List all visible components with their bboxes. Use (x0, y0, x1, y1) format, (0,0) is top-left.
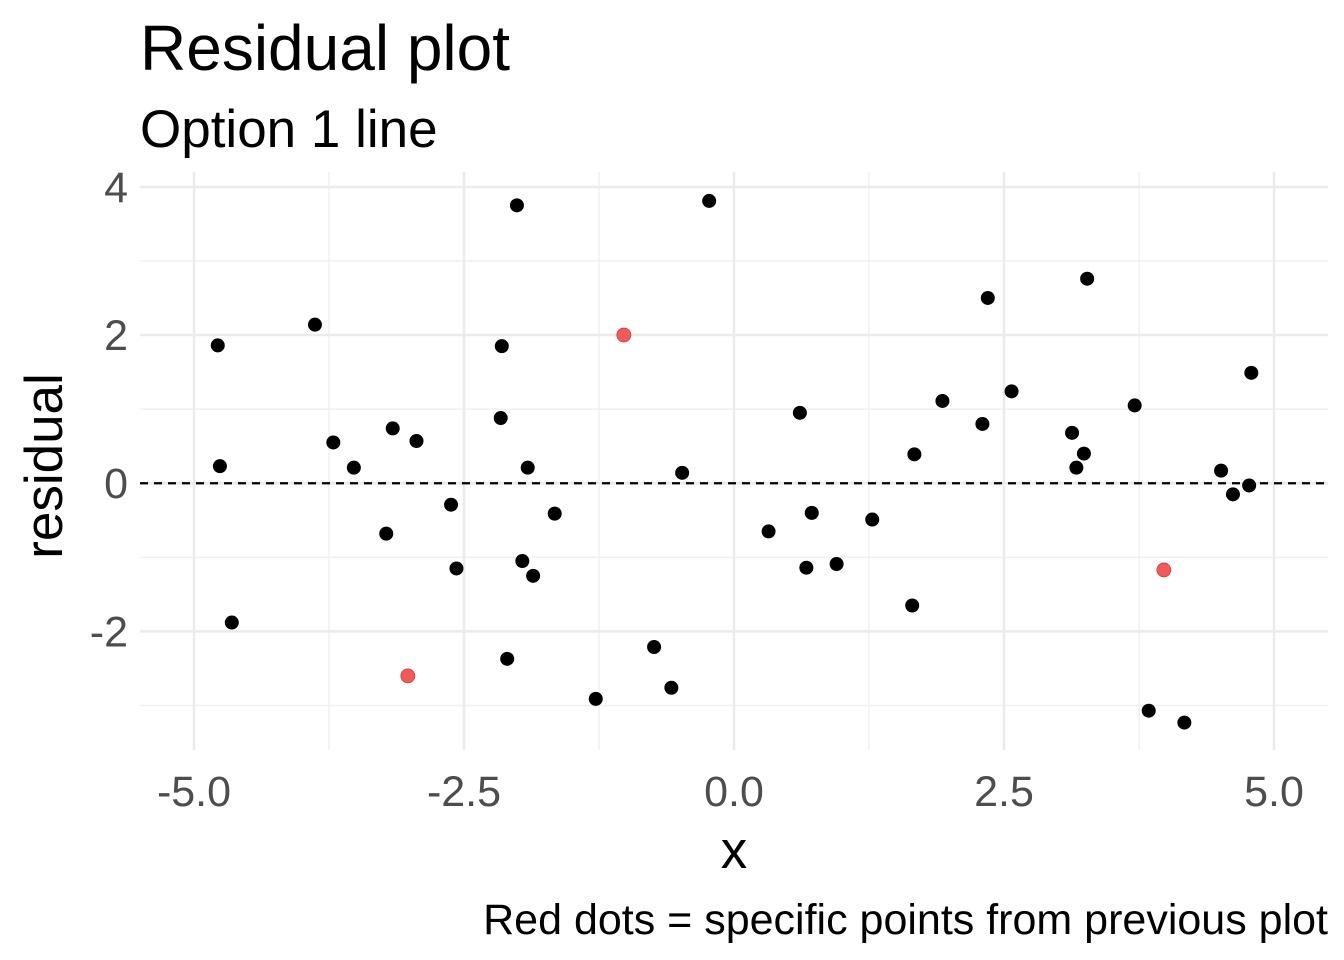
data-point (1244, 365, 1259, 380)
data-point (449, 561, 464, 576)
x-tick-label: 2.5 (974, 768, 1034, 816)
data-point (307, 317, 322, 332)
x-axis-title: x (721, 821, 748, 880)
data-point (326, 435, 341, 450)
data-point (975, 416, 990, 431)
highlighted-point (1156, 562, 1172, 578)
data-point (664, 680, 679, 695)
chart-subtitle: Option 1 line (140, 100, 438, 159)
data-point (1242, 478, 1257, 493)
y-tick-label: 0 (104, 460, 128, 508)
data-point (1065, 425, 1080, 440)
data-point (526, 568, 541, 583)
data-point (1076, 446, 1091, 461)
data-point (702, 193, 717, 208)
data-point (1214, 463, 1229, 478)
data-point (210, 338, 225, 353)
data-point (647, 639, 662, 654)
x-tick-label: 0.0 (704, 768, 764, 816)
data-point (444, 497, 459, 512)
data-point (761, 524, 776, 539)
data-point (792, 405, 807, 420)
data-point (935, 393, 950, 408)
data-point (588, 691, 603, 706)
data-point (907, 447, 922, 462)
chart-caption: Red dots = specific points from previous… (483, 896, 1328, 944)
data-point (1080, 271, 1095, 286)
data-point (1004, 384, 1019, 399)
data-points (210, 193, 1259, 730)
data-point (385, 421, 400, 436)
y-tick-label: -2 (90, 608, 128, 656)
chart-title: Residual plot (140, 12, 510, 84)
data-point (212, 459, 227, 474)
data-point (865, 512, 880, 527)
highlighted-point (400, 668, 416, 684)
data-point (799, 560, 814, 575)
data-point (494, 339, 509, 354)
data-point (520, 460, 535, 475)
y-tick-label: 4 (104, 164, 128, 212)
y-axis-ticks: -2 0 2 4 (90, 164, 128, 657)
data-point (1177, 715, 1192, 730)
data-point (515, 554, 530, 569)
data-point (1225, 487, 1240, 502)
data-point (379, 526, 394, 541)
x-tick-label: -2.5 (427, 768, 501, 816)
data-point (980, 290, 995, 305)
data-point (224, 615, 239, 630)
data-point (1069, 460, 1084, 475)
data-point (829, 557, 844, 572)
data-point (409, 433, 424, 448)
data-point (346, 460, 361, 475)
data-point (493, 411, 508, 426)
data-point (675, 465, 690, 480)
x-tick-label: 5.0 (1244, 768, 1304, 816)
data-point (509, 198, 524, 213)
data-point (500, 651, 515, 666)
data-point (1127, 398, 1142, 413)
data-point (804, 505, 819, 520)
y-axis-title: residual (15, 373, 74, 559)
x-tick-label: -5.0 (157, 768, 231, 816)
data-point (547, 506, 562, 521)
data-point (905, 598, 920, 613)
highlighted-point (616, 327, 632, 343)
x-axis-ticks: -5.0 -2.5 0.0 2.5 5.0 (157, 768, 1304, 816)
data-point (1141, 703, 1156, 718)
major-gridlines (140, 172, 1328, 750)
y-tick-label: 2 (104, 312, 128, 360)
